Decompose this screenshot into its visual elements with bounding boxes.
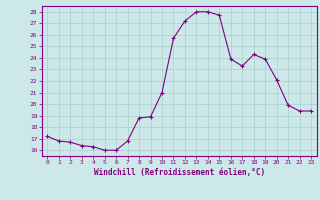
X-axis label: Windchill (Refroidissement éolien,°C): Windchill (Refroidissement éolien,°C) xyxy=(94,168,265,177)
